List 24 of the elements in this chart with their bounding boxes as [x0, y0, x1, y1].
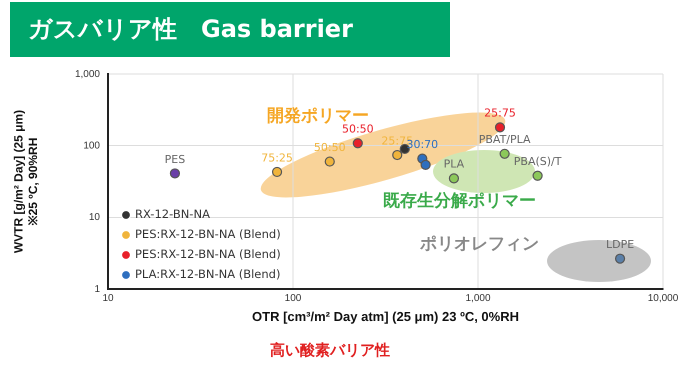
- annotation: 25:75: [484, 106, 516, 120]
- annotation: PBA(S)/T: [514, 155, 562, 168]
- legend-label: PLA:RX-12-BN-NA (Blend): [135, 266, 280, 281]
- y-tick-label: 1,000: [74, 68, 100, 80]
- annotation: 75:25: [261, 151, 293, 164]
- x-tick-label: 1,000: [465, 292, 491, 304]
- x-tick-label: 10: [102, 292, 114, 304]
- annotation: 既存生分解ポリマー: [383, 190, 536, 212]
- text: 高い酸素バリア性: [270, 341, 390, 360]
- x-tick-label: 10,000: [648, 292, 679, 304]
- y-tick-label: 10: [88, 212, 100, 224]
- annotation: PLA: [444, 158, 465, 171]
- annotation: PES: [164, 152, 186, 166]
- chart-title: ガスバリア性 Gas barrier: [10, 2, 450, 57]
- legend-label: RX-12-BN-NA: [135, 206, 210, 221]
- y-axis-title: WVTR [g/m² Day] (25 μm) ※25 ºC, 90%RH: [12, 110, 40, 254]
- legend-label: PES:RX-12-BN-NA (Blend): [135, 226, 281, 241]
- x-axis-title: OTR [cm³/m² Day atm] (25 μm) 23 ºC, 0%RH: [252, 308, 519, 324]
- legend-label: PES:RX-12-BN-NA (Blend): [135, 246, 281, 261]
- annotation: LDPE: [606, 238, 634, 252]
- x-tick-label: 100: [284, 292, 302, 304]
- y-tick-label: 1: [94, 284, 100, 295]
- y-tick-label: 100: [83, 140, 100, 152]
- annotation: ポリオレフィン: [420, 233, 539, 255]
